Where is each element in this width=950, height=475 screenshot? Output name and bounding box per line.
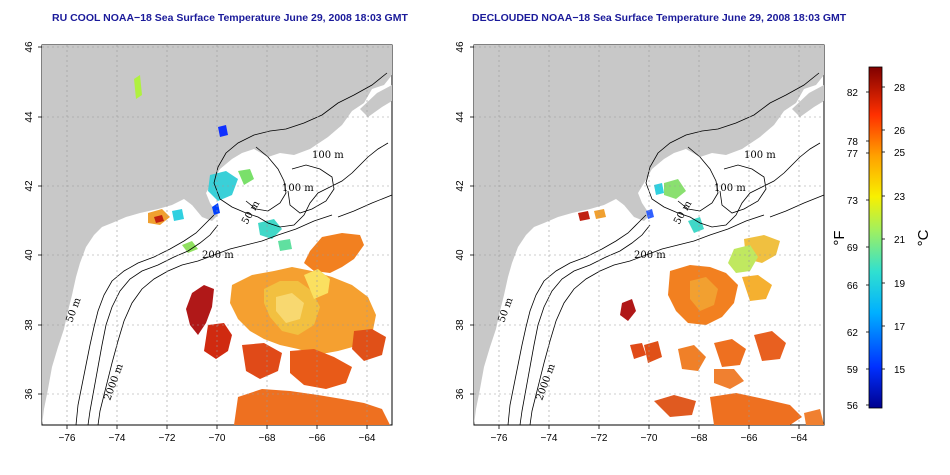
lon-tick-64: −64 [359, 433, 376, 444]
fahrenheit-tick-62: 62 [847, 328, 859, 339]
lon-tick-66: −66 [741, 433, 758, 444]
fahrenheit-tick-82: 82 [847, 88, 859, 99]
contour-label-100m-bank: 100 m [282, 183, 314, 194]
contour-label-200m: 200 m [202, 250, 234, 261]
lon-tick-68: −68 [259, 433, 276, 444]
contour-label-100m-north: 100 m [312, 150, 344, 161]
fahrenheit-tick-69: 69 [847, 243, 859, 254]
lat-tick-44: 44 [24, 111, 35, 123]
left-lat-axis: 46 44 42 40 38 36 [24, 41, 42, 400]
fahrenheit-tick-59: 59 [847, 365, 859, 376]
fahrenheit-tick-78: 78 [847, 137, 859, 148]
contour-label-200m: 200 m [634, 250, 666, 261]
contour-label-100m-north: 100 m [744, 150, 776, 161]
celsius-tick-23: 23 [894, 192, 906, 203]
left-lon-axis: −76 −74 −72 −70 −68 −66 −64 [59, 425, 376, 444]
fahrenheit-label: °F [831, 230, 848, 245]
lat-tick-36: 36 [455, 388, 466, 400]
lat-tick-44: 44 [455, 111, 466, 123]
left-panel-title: RU COOL NOAA−18 Sea Surface Temperature … [52, 12, 408, 24]
right-panel-title: DECLOUDED NOAA−18 Sea Surface Temperatur… [472, 12, 847, 24]
lat-tick-46: 46 [24, 41, 35, 53]
celsius-tick-26: 26 [894, 126, 906, 137]
lon-tick-68: −68 [691, 433, 708, 444]
fahrenheit-tick-77: 77 [847, 149, 859, 160]
celsius-tick-15: 15 [894, 365, 906, 376]
contour-label-100m-bank: 100 m [714, 183, 746, 194]
lat-tick-38: 38 [455, 319, 466, 331]
left-gridlines [42, 45, 392, 425]
fahrenheit-tick-66: 66 [847, 281, 859, 292]
lat-tick-40: 40 [24, 249, 35, 261]
lon-tick-72: −72 [159, 433, 176, 444]
fahrenheit-tick-56: 56 [847, 401, 859, 412]
lon-tick-70: −70 [641, 433, 658, 444]
lat-tick-40: 40 [455, 249, 466, 261]
lat-tick-36: 36 [24, 388, 35, 400]
left-map-panel: 100 m 100 m 50 m 200 m 50 m 2000 m [41, 44, 393, 426]
lat-tick-46: 46 [455, 41, 466, 53]
celsius-tick-21: 21 [894, 235, 906, 246]
lon-tick-76: −76 [59, 433, 76, 444]
celsius-tick-28: 28 [894, 83, 906, 94]
celsius-label: °C [915, 229, 932, 246]
lon-tick-74: −74 [109, 433, 126, 444]
color-bar: 82 78 77 73 69 66 62 59 56 28 26 25 23 2… [831, 66, 932, 412]
right-lat-axis: 46 44 42 40 38 36 [455, 41, 474, 400]
lon-tick-66: −66 [309, 433, 326, 444]
lon-tick-76: −76 [491, 433, 508, 444]
celsius-tick-19: 19 [894, 279, 906, 290]
lat-tick-42: 42 [24, 180, 35, 192]
left-sst-field [134, 75, 390, 425]
celsius-tick-17: 17 [894, 322, 906, 333]
right-sst-field [578, 179, 824, 425]
lat-tick-42: 42 [455, 180, 466, 192]
color-bar-gradient [868, 66, 883, 409]
right-gridlines [474, 45, 824, 425]
lat-tick-38: 38 [24, 319, 35, 331]
right-map-panel: 100 m 100 m 50 m 200 m 50 m 2000 m [473, 44, 825, 426]
lon-tick-70: −70 [209, 433, 226, 444]
fahrenheit-tick-73: 73 [847, 196, 859, 207]
lon-tick-74: −74 [541, 433, 558, 444]
celsius-tick-25: 25 [894, 148, 906, 159]
lon-tick-64: −64 [791, 433, 808, 444]
lon-tick-72: −72 [591, 433, 608, 444]
right-lon-axis: −76 −74 −72 −70 −68 −66 −64 [491, 425, 808, 444]
